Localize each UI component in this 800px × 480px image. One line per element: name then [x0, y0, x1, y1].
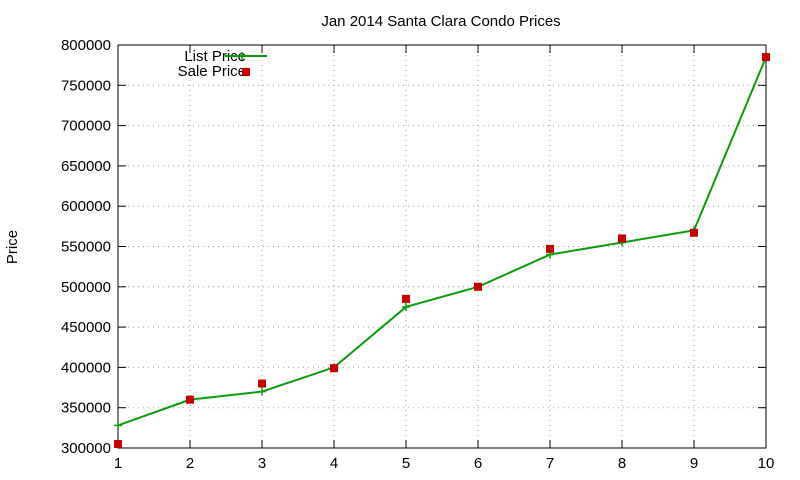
- x-tick-label: 7: [546, 455, 554, 472]
- y-axis-label: Price: [4, 230, 21, 264]
- y-tick-label: 300000: [61, 440, 111, 457]
- y-tick-label: 750000: [61, 77, 111, 94]
- grid: [118, 45, 766, 448]
- list-price-point: [114, 421, 122, 430]
- y-tick-label: 650000: [61, 158, 111, 175]
- sale-price-point: [618, 234, 626, 243]
- legend: List Price Sale Price: [178, 48, 267, 80]
- y-tick-label: 450000: [61, 319, 111, 336]
- sale-price-point: [330, 364, 338, 373]
- sale-price-point: [402, 294, 410, 303]
- y-tick-label: 500000: [61, 279, 111, 296]
- series: [114, 53, 770, 448]
- list-price-point: [402, 302, 410, 311]
- x-tick-label: 6: [474, 455, 482, 472]
- sale-price-point: [114, 439, 122, 448]
- x-tick-label: 3: [258, 455, 266, 472]
- sale-price-point: [546, 244, 554, 253]
- sale-price-point: [762, 53, 770, 62]
- sale-price-point: [186, 395, 194, 404]
- y-tick-label: 700000: [61, 118, 111, 135]
- sale-price-point: [258, 379, 266, 388]
- y-tick-label: 400000: [61, 359, 111, 376]
- legend-label-list-price: List Price: [184, 48, 246, 65]
- chart-title: Jan 2014 Santa Clara Condo Prices: [321, 13, 560, 30]
- sale-price-point: [690, 228, 698, 237]
- x-tick-label: 9: [690, 455, 698, 472]
- y-tick-label: 550000: [61, 239, 111, 256]
- x-tick-label: 2: [186, 455, 194, 472]
- x-tick-label: 4: [330, 455, 338, 472]
- y-tick-label: 600000: [61, 198, 111, 215]
- x-tick-label: 1: [114, 455, 122, 472]
- axis-ticks: 300000 350000 400000 450000 500000 550000 6000…: [61, 37, 774, 472]
- legend-marker-sale-price: [242, 68, 250, 76]
- sale-price-point: [474, 282, 482, 291]
- list-price-point: [258, 387, 266, 396]
- x-tick-label: 5: [402, 455, 410, 472]
- x-tick-label: 10: [758, 455, 775, 472]
- series-line-list-price: [117, 56, 767, 427]
- y-tick-label: 350000: [61, 400, 111, 417]
- y-tick-label: 800000: [61, 37, 111, 54]
- legend-marker-list-price: [238, 52, 246, 60]
- legend-label-sale-price: Sale Price: [178, 63, 246, 80]
- x-tick-label: 8: [618, 455, 626, 472]
